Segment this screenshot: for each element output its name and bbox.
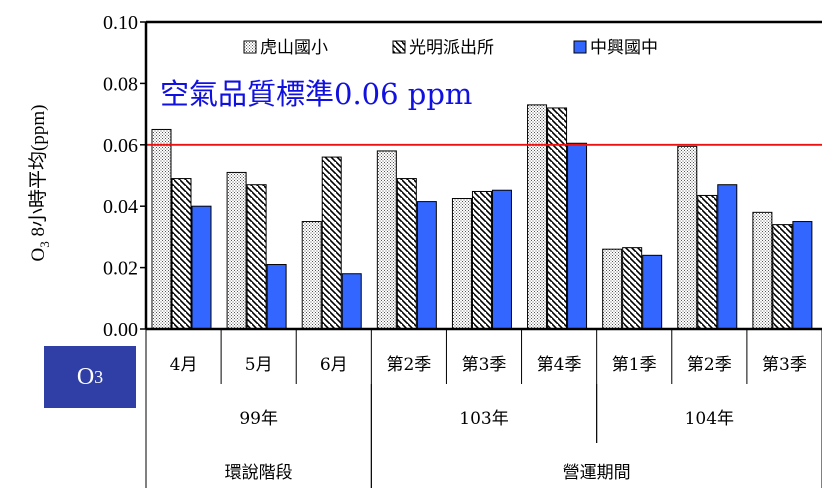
phase-group-label: 環說階段	[225, 463, 293, 483]
y-tick-label: 0.06	[103, 135, 138, 157]
bar	[642, 254, 663, 330]
legend-label: 光明派出所	[409, 38, 494, 58]
bar	[491, 189, 512, 330]
phase-group-label: 營運期間	[563, 463, 631, 483]
legend-swatch	[392, 40, 406, 54]
bar	[266, 264, 287, 330]
bar	[396, 178, 417, 330]
category-label: 第3季	[462, 355, 507, 375]
category-label: 6月	[320, 355, 348, 375]
y-tick-label: 0.00	[103, 319, 138, 341]
y-tick-label: 0.02	[103, 258, 138, 280]
bar	[226, 171, 247, 330]
bar	[471, 190, 492, 330]
bar	[451, 198, 472, 330]
bar	[547, 107, 568, 330]
bar	[697, 194, 718, 330]
legend-swatch	[243, 40, 257, 54]
category-label: 第3季	[762, 355, 807, 375]
legend-swatch	[573, 40, 587, 54]
bar	[341, 273, 362, 330]
bar	[772, 224, 793, 330]
category-label: 5月	[245, 355, 273, 375]
year-group-label: 103年	[459, 409, 508, 429]
category-label: 第2季	[687, 355, 732, 375]
bar	[567, 142, 588, 330]
category-label: 4月	[170, 355, 198, 375]
year-group-label: 104年	[685, 409, 734, 429]
plot-area: 0.00 0.02 0.04 0.06 0.08 0.10 4月 5月 6月 第2季 第3季 第4季 第…	[103, 12, 822, 488]
bar	[321, 156, 342, 330]
category-label: 第1季	[612, 355, 657, 375]
bar	[301, 221, 322, 330]
bar	[246, 184, 267, 330]
category-label: 第4季	[537, 355, 582, 375]
bar	[717, 184, 738, 330]
o3-badge-sub: 3	[94, 366, 104, 387]
bar	[792, 221, 813, 330]
category-label: 第2季	[386, 355, 431, 375]
standard-label: 空氣品質標準0.06 ppm	[160, 77, 472, 111]
bar	[171, 178, 192, 330]
y-axis-label-rest: 8小時平均(ppm)	[27, 105, 49, 242]
legend: 虎山國小 光明派出所 中興國中	[243, 38, 658, 58]
y-axis-label-subscript: 3	[37, 241, 52, 248]
bar	[677, 145, 698, 330]
legend-label: 中興國中	[590, 38, 658, 58]
bar	[752, 211, 773, 330]
o3-badge-main: O	[76, 363, 95, 390]
year-group-label: 99年	[239, 409, 278, 429]
y-tick-label: 0.08	[103, 73, 138, 95]
legend-label: 虎山國小	[260, 38, 328, 58]
bar	[416, 201, 437, 330]
bar	[376, 150, 397, 330]
y-tick-label: 0.10	[103, 12, 138, 34]
bar	[151, 128, 172, 330]
bar	[622, 247, 643, 330]
bar	[191, 205, 212, 330]
y-axis-label: O3 8小時平均(ppm)	[27, 105, 52, 262]
bar	[527, 104, 548, 330]
y-tick-label: 0.04	[103, 196, 138, 218]
y-axis-label-main: O	[28, 248, 49, 262]
bar	[602, 248, 623, 330]
